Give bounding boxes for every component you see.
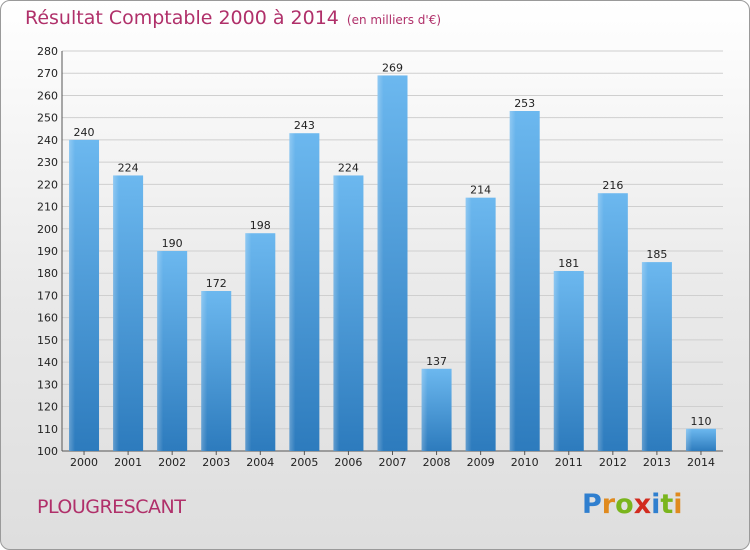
x-tick-label: 2013 — [643, 456, 671, 469]
y-tick-label: 260 — [37, 89, 58, 102]
x-tick-label: 2002 — [158, 456, 186, 469]
y-tick-label: 230 — [37, 156, 58, 169]
bar-highlight — [465, 197, 472, 451]
y-tick-label: 100 — [37, 445, 58, 458]
x-tick-label: 2011 — [555, 456, 583, 469]
data-label: 110 — [690, 415, 711, 428]
bar-highlight — [509, 111, 516, 451]
data-label: 240 — [74, 126, 95, 139]
axes: 100 110 120 130 140 150 160 170 180 190 200 210 220 2… — [37, 45, 723, 469]
bar-highlight — [157, 251, 164, 451]
data-label: 137 — [426, 355, 447, 368]
logo-letter: x — [633, 489, 652, 520]
y-tick-label: 110 — [37, 423, 58, 436]
commune-name: PLOUGRESCANT — [37, 496, 186, 518]
title-text: Résultat Comptable 2000 à 2014 — [25, 7, 339, 29]
x-tick-label: 2014 — [687, 456, 715, 469]
title-unit: (en milliers d'€) — [346, 13, 442, 27]
x-tick-label: 2003 — [202, 456, 230, 469]
data-label: 269 — [382, 61, 403, 74]
bar-highlight — [245, 233, 252, 451]
data-label: 243 — [294, 119, 315, 132]
x-tick-label: 2010 — [511, 456, 539, 469]
y-tick-label: 130 — [37, 378, 58, 391]
bar-highlight — [69, 139, 76, 451]
logo-letter: r — [601, 489, 616, 520]
y-tick-label: 210 — [37, 201, 58, 214]
x-tick-label: 2012 — [599, 456, 627, 469]
y-tick-label: 160 — [37, 312, 58, 325]
x-tick-label: 2008 — [423, 456, 451, 469]
y-tick-label: 240 — [37, 134, 58, 147]
x-tick-label: 2000 — [70, 456, 98, 469]
bar-highlight — [597, 193, 604, 451]
bar-highlight — [289, 133, 296, 451]
data-label: 253 — [514, 97, 535, 110]
bar-2014 — [685, 428, 716, 451]
logo-letter: t — [660, 489, 674, 520]
x-tick-label: 2005 — [290, 456, 318, 469]
data-label: 214 — [470, 184, 491, 197]
x-tick-label: 2001 — [114, 456, 142, 469]
logo-letter: P — [582, 489, 602, 520]
data-label: 198 — [250, 219, 271, 232]
bar-highlight — [421, 368, 428, 451]
x-tick-label: 2009 — [467, 456, 495, 469]
bar-highlight — [553, 271, 560, 451]
bar-highlight — [685, 428, 692, 451]
y-tick-label: 250 — [37, 112, 58, 125]
data-label: 224 — [338, 161, 359, 174]
y-tick-label: 280 — [37, 45, 58, 58]
y-tick-label: 120 — [37, 401, 58, 414]
data-label: 172 — [206, 277, 227, 290]
data-labels: 240 224 190 172 198 243 224 269 137 214 253 181 216 1… — [74, 61, 712, 427]
y-tick-label: 190 — [37, 245, 58, 258]
y-tick-label: 220 — [37, 178, 58, 191]
data-label: 185 — [646, 248, 667, 261]
y-tick-label: 140 — [37, 356, 58, 369]
bar-highlight — [113, 175, 120, 451]
y-tick-label: 270 — [37, 67, 58, 80]
bars — [69, 75, 716, 451]
y-tick-label: 170 — [37, 289, 58, 302]
x-tick-label: 2004 — [246, 456, 274, 469]
bar-highlight — [333, 175, 340, 451]
data-label: 224 — [118, 161, 139, 174]
x-tick-label: 2007 — [379, 456, 407, 469]
logo-letter: i — [673, 489, 683, 520]
proxiti-logo[interactable]: Proxiti — [582, 489, 683, 520]
logo-letter: o — [615, 489, 634, 520]
bar-highlight — [377, 75, 384, 451]
logo-letter: i — [651, 489, 661, 520]
y-tick-label: 200 — [37, 223, 58, 236]
bar-highlight — [641, 262, 648, 451]
x-tick-label: 2006 — [334, 456, 362, 469]
bar-highlight — [201, 291, 208, 451]
data-label: 190 — [162, 237, 183, 250]
data-label: 216 — [602, 179, 623, 192]
y-tick-label: 150 — [37, 334, 58, 347]
y-tick-label: 180 — [37, 267, 58, 280]
data-label: 181 — [558, 257, 579, 270]
chart-title: Résultat Comptable 2000 à 2014 (en millie… — [25, 7, 441, 29]
